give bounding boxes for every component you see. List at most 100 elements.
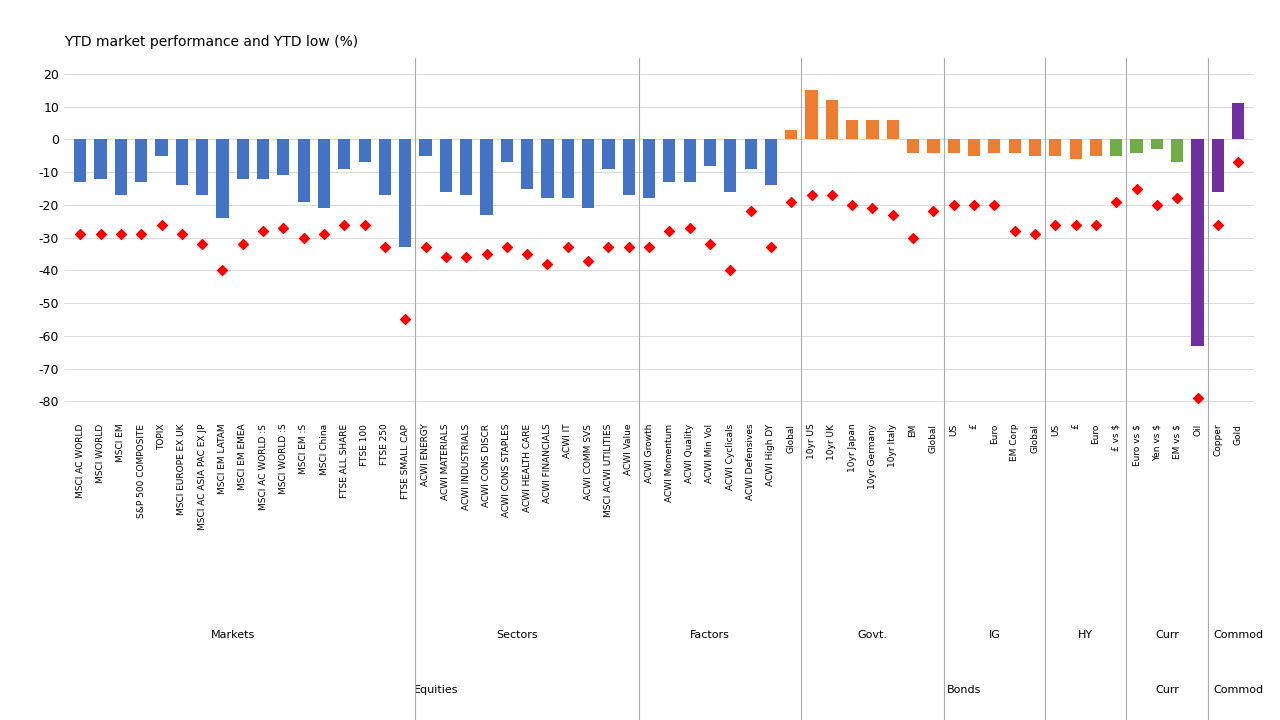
Bar [887,120,899,140]
Text: Oil: Oil [1193,423,1202,436]
Text: Factors: Factors [690,630,730,640]
Point [1085,219,1106,230]
Text: FTSE SMALL CAP: FTSE SMALL CAP [401,423,410,498]
Point [577,255,598,266]
Text: ACWI Value: ACWI Value [625,423,634,475]
Point [863,202,883,214]
Bar [968,140,980,156]
Bar [724,140,736,192]
Bar [521,140,534,189]
Point [1147,199,1167,211]
Bar [1110,140,1123,156]
Text: ACWI MATERIALS: ACWI MATERIALS [442,423,451,500]
Text: ACWI Growth: ACWI Growth [645,423,654,483]
Point [1065,219,1085,230]
Text: FTSE ALL SHARE: FTSE ALL SHARE [339,423,349,498]
Point [984,199,1005,211]
Point [396,314,416,325]
Text: HY: HY [1078,630,1093,640]
Point [538,258,558,269]
Point [883,209,904,220]
Point [760,242,781,253]
Text: ACWI CONS DISCR: ACWI CONS DISCR [483,423,492,507]
Text: MSCI ACWI UTILITIES: MSCI ACWI UTILITIES [604,423,613,517]
Bar [460,140,472,195]
Point [781,196,801,207]
Bar [947,140,960,153]
Point [110,228,131,240]
Bar [1233,104,1244,140]
Point [1025,228,1046,240]
Text: ACWI IT: ACWI IT [563,423,572,458]
Point [680,222,700,233]
Text: 10yr Japan: 10yr Japan [847,423,856,472]
Text: Copper: Copper [1213,423,1222,456]
Point [598,242,618,253]
Point [192,238,212,250]
Text: ACWI Defensives: ACWI Defensives [746,423,755,500]
Point [1207,219,1228,230]
Bar [196,140,209,195]
Bar [216,140,229,218]
Text: Yen vs $: Yen vs $ [1152,423,1161,461]
Text: ACWI High DY: ACWI High DY [767,423,776,486]
Bar [278,140,289,176]
Point [1228,156,1248,168]
Text: MSCI AC WORLD: MSCI AC WORLD [76,423,84,498]
Bar [785,130,797,140]
Bar [765,140,777,185]
Point [964,199,984,211]
Point [435,251,456,263]
Text: Global: Global [929,423,938,453]
Text: £ vs $: £ vs $ [1112,423,1121,451]
Text: ACWI CONS STAPLES: ACWI CONS STAPLES [502,423,511,517]
Point [1044,219,1065,230]
Point [233,238,253,250]
Text: US: US [1051,423,1060,436]
Text: Commod: Commod [1213,685,1263,695]
Text: FTSE 100: FTSE 100 [360,423,369,466]
Bar [988,140,1001,153]
Text: Gold: Gold [1234,423,1243,444]
Bar [704,140,716,166]
Point [700,238,721,250]
Point [212,264,233,276]
Point [517,248,538,260]
Bar [663,140,676,182]
Text: Curr: Curr [1155,685,1179,695]
Text: Euro: Euro [989,423,998,444]
Bar [500,140,513,162]
Bar [541,140,553,198]
Point [456,251,476,263]
Point [558,242,579,253]
Point [355,219,375,230]
Bar [826,100,838,140]
Point [1005,225,1025,237]
Bar [1070,140,1082,159]
Text: £: £ [1071,423,1080,429]
Bar [237,140,248,179]
Text: EM vs $: EM vs $ [1172,423,1181,459]
Point [415,242,435,253]
Bar [358,140,371,162]
Point [801,189,822,201]
Text: EM: EM [909,423,918,437]
Point [375,242,396,253]
Text: ACWI Min Vol: ACWI Min Vol [705,423,714,483]
Text: Global: Global [1030,423,1039,453]
Text: 10yr Germany: 10yr Germany [868,423,877,489]
Bar [805,90,818,140]
Bar [420,140,431,156]
Text: ACWI HEALTH CARE: ACWI HEALTH CARE [522,423,531,512]
Bar [1089,140,1102,156]
Text: 10yr Italy: 10yr Italy [888,423,897,467]
Point [334,219,355,230]
Point [902,232,923,243]
Text: Sectors: Sectors [497,630,538,640]
Point [639,242,659,253]
Bar [1171,140,1183,162]
Point [476,248,497,260]
Text: Euro vs $: Euro vs $ [1132,423,1140,466]
Bar [74,140,86,182]
Bar [1130,140,1143,153]
